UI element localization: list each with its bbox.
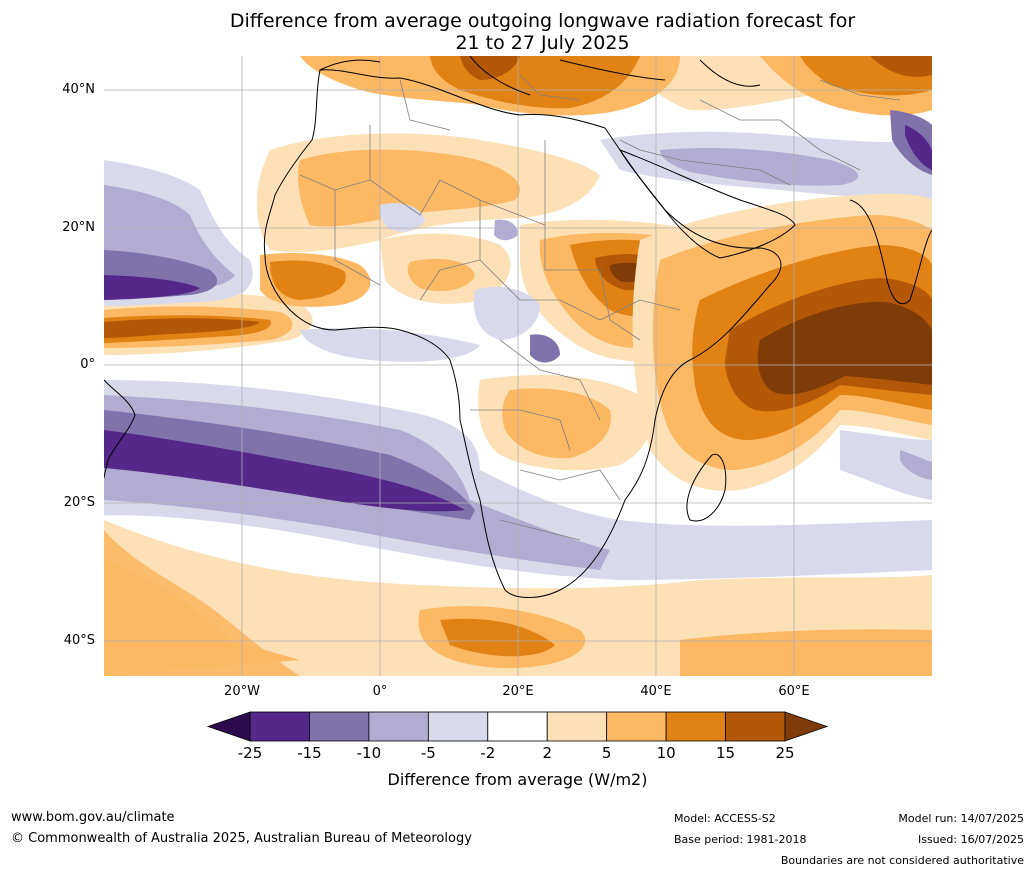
- lon-label-60e: 60°E: [778, 684, 810, 699]
- lat-label-40n: 40°N: [62, 82, 95, 97]
- south-america-coastline: [104, 379, 136, 479]
- title-line-1: Difference from average outgoing longwav…: [229, 10, 856, 32]
- lon-label-40e: 40°E: [640, 684, 672, 699]
- lat-label-0: 0°: [80, 357, 95, 372]
- lat-label-20s: 20°S: [63, 495, 95, 510]
- footer-model: Model: ACCESS-S2: [674, 812, 776, 825]
- colorbar-bin: [368, 711, 429, 742]
- colorbar-label: Difference from average (W/m2): [387, 770, 648, 789]
- colorbar-tick-label: -2: [480, 744, 496, 762]
- colorbar-bin: [606, 711, 667, 742]
- graticule: [104, 56, 932, 676]
- madagascar-coastline: [686, 453, 727, 522]
- europe-coastline: [319, 56, 761, 96]
- colorbar-extend-high: [784, 711, 829, 742]
- footer-copyright: © Commonwealth of Australia 2025, Austra…: [11, 831, 472, 846]
- footer-url: www.bom.gov.au/climate: [11, 810, 175, 825]
- title-line-2: 21 to 27 July 2025: [455, 32, 630, 54]
- colorbar-bin: [427, 711, 489, 742]
- colorbar-tick-label: 25: [775, 744, 795, 762]
- colorbar-tick-label: 5: [601, 744, 612, 762]
- lat-label-20n: 20°N: [62, 220, 95, 235]
- colorbar-bin: [546, 711, 608, 742]
- lon-label-0: 0°: [372, 684, 388, 699]
- colorbar-bin: [725, 711, 786, 742]
- africa-coastline: [263, 69, 782, 598]
- colorbar-tick-label: -5: [420, 744, 436, 762]
- colorbar-tick-label: -10: [356, 744, 382, 762]
- map-field: [104, 56, 932, 676]
- colorbar-bin: [309, 711, 370, 742]
- colorbar-tick-label: 2: [542, 744, 552, 762]
- colorbar-tick-label: -15: [297, 744, 322, 762]
- lon-label-20e: 20°E: [502, 684, 534, 699]
- colorbar-bin: [487, 711, 548, 742]
- country-borders: [299, 74, 901, 541]
- lat-label-40s: 40°S: [63, 633, 95, 648]
- footer-model-run: Model run: 14/07/2025: [898, 812, 1024, 825]
- footer-base-period: Base period: 1981-2018: [674, 833, 807, 846]
- colorbar-extend-low: [206, 711, 251, 742]
- lon-label-20w: 20°W: [224, 684, 260, 699]
- arabia-coastline: [618, 149, 796, 259]
- map-title: Difference from average outgoing longwav…: [0, 10, 1035, 54]
- colorbar-tick-label: 10: [656, 744, 676, 762]
- footer-issued: Issued: 16/07/2025: [917, 833, 1024, 846]
- colorbar-bin: [665, 711, 726, 742]
- india-coastline: [849, 199, 932, 305]
- colorbar-bin: [249, 711, 310, 742]
- colorbar-tick-label: -25: [237, 744, 263, 762]
- footer-boundaries: Boundaries are not considered authoritat…: [780, 854, 1024, 867]
- colorbar-tick-label: 15: [716, 744, 736, 762]
